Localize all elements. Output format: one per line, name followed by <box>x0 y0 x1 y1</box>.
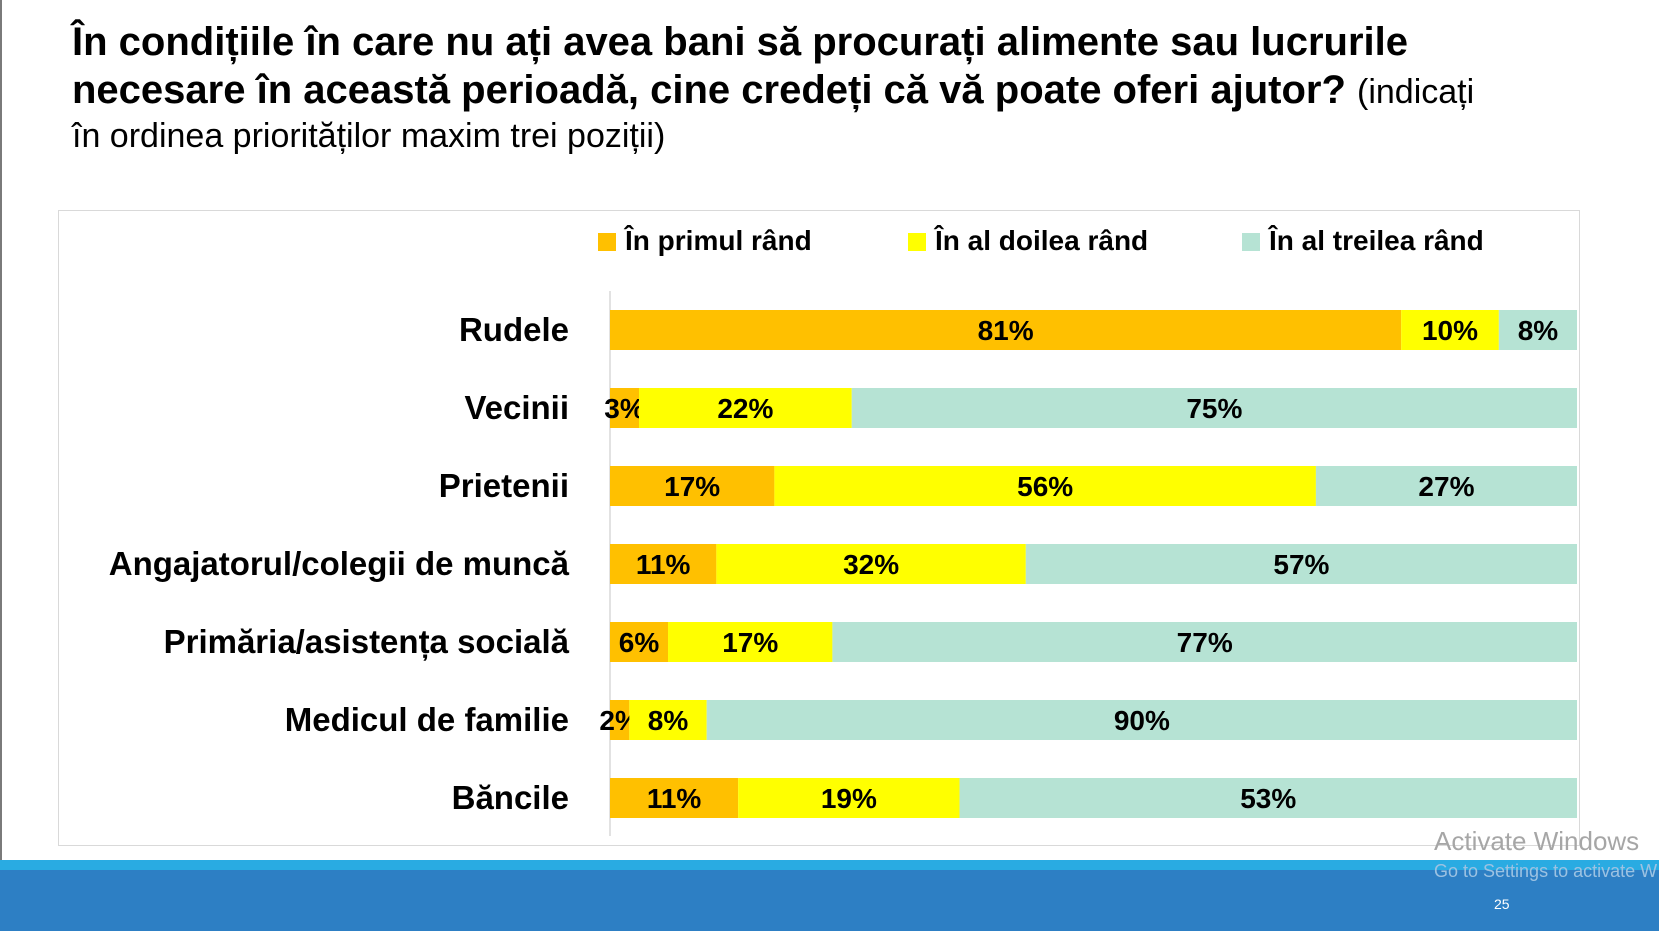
data-label-primaria-asistenta-sociala-series-3: 77% <box>1177 627 1233 658</box>
data-label-angajatorul-colegii-de-munca-series-1: 11% <box>636 549 691 580</box>
data-label-primaria-asistenta-sociala-series-2: 17% <box>722 627 778 658</box>
data-label-bancile-series-1: 11% <box>647 783 702 814</box>
data-label-rudele-series-3: 8% <box>1518 315 1559 346</box>
bar-angajatorul-colegii-de-munca-series-1 <box>610 544 717 584</box>
footer-bar <box>0 870 1659 931</box>
data-label-prietenii-series-3: 27% <box>1418 471 1474 502</box>
bar-angajatorul-colegii-de-munca-series-2 <box>716 544 1026 584</box>
data-label-vecinii-series-3: 75% <box>1186 393 1242 424</box>
bar-medicul-de-familie-series-1 <box>610 700 630 740</box>
legend-swatch-2 <box>908 233 926 251</box>
bar-primaria-asistenta-sociala-series-2 <box>668 622 833 662</box>
data-label-rudele-series-2: 10% <box>1422 315 1478 346</box>
legend-swatch-1 <box>598 233 616 251</box>
bar-bancile-series-3 <box>959 778 1577 818</box>
legend-label-1: În primul rând <box>623 225 812 256</box>
data-label-angajatorul-colegii-de-munca-series-2: 32% <box>843 549 899 580</box>
chart-frame: În primul rând În al doilea rând În al tre… <box>58 210 1580 846</box>
activate-windows-watermark: Activate Windows <box>1434 826 1640 856</box>
legend-swatch-3 <box>1242 233 1260 251</box>
bar-bancile-series-1 <box>610 778 739 818</box>
data-label-bancile-series-2: 19% <box>821 783 877 814</box>
data-label-vecinii-series-2: 22% <box>717 393 773 424</box>
bar-angajatorul-colegii-de-munca-series-3 <box>1025 544 1577 584</box>
category-label-angajatorul-colegii-de-munca: Angajatorul/colegii de muncă <box>109 545 570 582</box>
data-label-primaria-asistenta-sociala-series-1: 6% <box>619 627 660 658</box>
legend-label-2: În al doilea rând <box>933 225 1148 256</box>
data-label-vecinii-series-1: 3% <box>604 393 645 424</box>
category-label-prietenii: Prietenii <box>439 467 569 504</box>
category-label-medicul-de-familie: Medicul de familie <box>285 701 569 738</box>
bar-prietenii-series-3 <box>1315 466 1577 506</box>
bar-primaria-asistenta-sociala-series-1 <box>610 622 669 662</box>
category-label-rudele: Rudele <box>459 311 569 348</box>
category-label-vecinii: Vecinii <box>464 389 569 426</box>
bar-bancile-series-2 <box>738 778 960 818</box>
bar-primaria-asistenta-sociala-series-3 <box>832 622 1577 662</box>
slide-title-block: În condițiile în care nu ați avea bani s… <box>72 18 1592 156</box>
bar-prietenii-series-1 <box>610 466 775 506</box>
bar-vecinii-series-2 <box>639 388 852 428</box>
bar-prietenii-series-2 <box>774 466 1316 506</box>
bar-vecinii-series-1 <box>610 388 640 428</box>
title-note-end: în ordinea priorităților maxim trei pozi… <box>72 117 666 155</box>
bar-medicul-de-familie-series-3 <box>706 700 1577 740</box>
bar-rudele-series-2 <box>1401 310 1499 350</box>
data-label-prietenii-series-1: 17% <box>664 471 720 502</box>
data-label-rudele-series-1: 81% <box>978 315 1034 346</box>
slide-title: În condițiile în care nu ați avea bani s… <box>72 18 1592 116</box>
activate-windows-hint: Go to Settings to activate W <box>1434 861 1658 881</box>
category-label-primaria-asistenta-sociala: Primăria/asistența socială <box>164 623 570 661</box>
bar-rudele-series-1 <box>610 310 1402 350</box>
category-label-bancile: Băncile <box>452 779 569 816</box>
slide-left-edge <box>0 0 2 860</box>
page-number: 25 <box>1494 896 1510 912</box>
footer-accent-strip <box>0 860 1659 870</box>
data-label-angajatorul-colegii-de-munca-series-3: 57% <box>1273 549 1329 580</box>
legend-label-3: În al treilea rând <box>1267 225 1484 256</box>
stacked-bar-chart: În primul rând În al doilea rând În al tre… <box>109 225 1577 836</box>
data-label-medicul-de-familie-series-3: 90% <box>1114 705 1170 736</box>
title-note-start: (indicați <box>1357 73 1475 111</box>
title-question: În condițiile în care nu ați avea bani s… <box>72 20 1408 112</box>
bar-vecinii-series-3 <box>851 388 1577 428</box>
bar-medicul-de-familie-series-2 <box>629 700 707 740</box>
bar-rudele-series-3 <box>1498 310 1577 350</box>
data-label-medicul-de-familie-series-2: 8% <box>648 705 689 736</box>
data-label-bancile-series-3: 53% <box>1240 783 1296 814</box>
data-label-prietenii-series-2: 56% <box>1017 471 1073 502</box>
